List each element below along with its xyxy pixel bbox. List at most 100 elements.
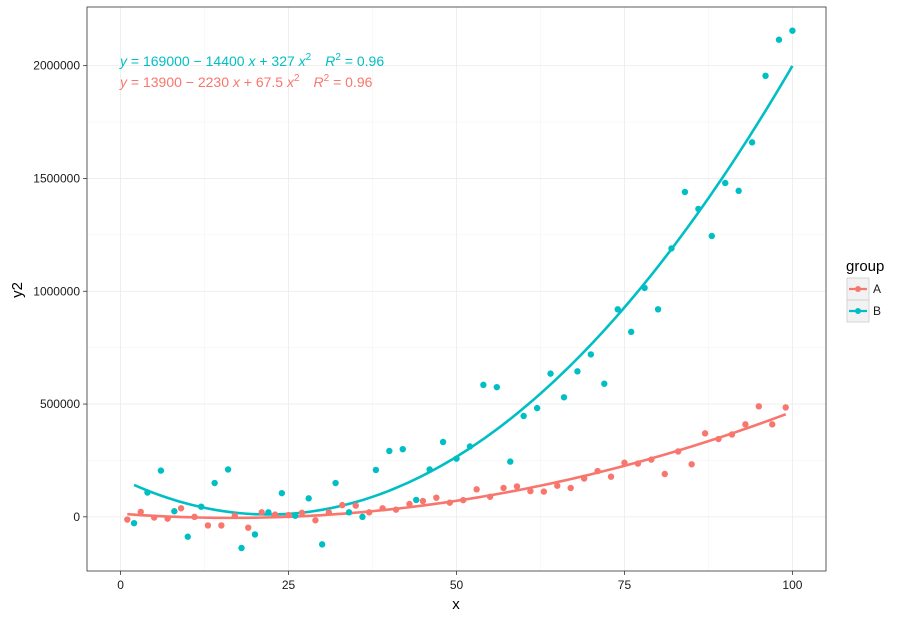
point-a [298,509,306,516]
y-axis-ticks: 0 500000 1000000 1500000 2000000 [33,59,87,524]
point-b [775,36,783,43]
point-a [661,470,668,478]
point-b [762,72,769,80]
point-b [587,351,595,358]
point-b [426,466,433,473]
point-a [379,505,386,512]
point-b [345,509,353,516]
point-a [701,430,709,437]
point-a [365,509,373,516]
point-a [245,524,252,531]
point-b [681,188,689,196]
point-a [715,435,722,443]
point-b [641,284,648,292]
point-b [748,139,756,146]
point-a [352,502,359,509]
point-a [594,467,601,475]
point-a [500,484,507,492]
point-a [580,475,588,482]
point-a [782,404,789,411]
y-tick-label: 500000 [40,397,80,411]
point-b [668,245,675,252]
point-a [258,509,265,516]
point-a [177,505,185,512]
legend-point-a [855,286,861,292]
y-axis-title: y2 [9,282,26,298]
point-a [728,431,736,438]
point-b [265,509,272,516]
point-b [332,479,339,487]
point-b [695,205,702,213]
y-tick-label: 2000000 [33,59,80,73]
point-b [520,412,527,420]
x-tick-label: 100 [782,578,802,592]
legend: group A B [846,258,884,323]
point-b [507,458,514,465]
point-b [224,466,232,473]
legend-label-a: A [873,282,881,296]
legend-item-b: B [846,299,881,323]
legend-title: group [846,258,884,275]
point-b [359,513,366,521]
point-a [164,515,171,522]
point-a [473,486,480,493]
point-b [627,328,635,336]
legend-label-b: B [873,304,881,318]
point-a [392,506,400,513]
point-a [312,517,319,524]
point-b [238,544,245,552]
point-b [453,455,460,462]
equation-a: y = 13900 − 2230 x + 67.5 x2 R2 = 0.96 [119,73,373,90]
point-b [130,519,138,527]
point-b [654,306,662,313]
equation-b: y = 169000 − 14400 x + 327 x2 R2 = 0.96 [119,52,384,69]
legend-point-b [855,308,861,314]
point-a [285,511,292,519]
point-a [433,494,440,501]
point-b [318,541,326,548]
point-b [493,383,501,391]
point-b [305,495,312,502]
point-b [547,370,554,377]
point-a [124,516,131,523]
point-a [191,513,198,521]
point-a [486,493,494,500]
point-b [171,508,178,515]
x-tick-label: 25 [282,578,296,592]
point-a [755,403,763,410]
point-a [325,509,333,516]
point-a [527,487,534,495]
point-b [198,503,205,510]
point-a [231,512,238,519]
legend-item-a: A [846,277,881,301]
point-b [372,466,380,474]
x-tick-label: 75 [618,578,632,592]
point-a [446,499,453,506]
data-points [124,27,796,552]
point-b [466,443,474,450]
point-b [614,306,621,313]
point-b [251,531,259,538]
point-a [513,483,521,490]
x-tick-label: 50 [450,578,464,592]
x-tick-label: 0 [117,578,124,592]
point-b [157,467,165,474]
point-a [204,522,212,529]
point-a [688,461,695,468]
point-a [137,508,144,516]
point-b [386,447,393,455]
point-b [560,394,568,401]
point-b [211,479,218,487]
point-b [789,27,796,34]
point-a [150,514,158,521]
point-a [742,421,749,428]
point-a [648,456,655,463]
point-b [184,533,191,540]
point-b [292,512,299,519]
point-a [406,500,413,508]
fit-line-b [133,65,794,516]
point-b [439,438,447,446]
point-a [218,522,225,529]
point-b [722,179,729,187]
